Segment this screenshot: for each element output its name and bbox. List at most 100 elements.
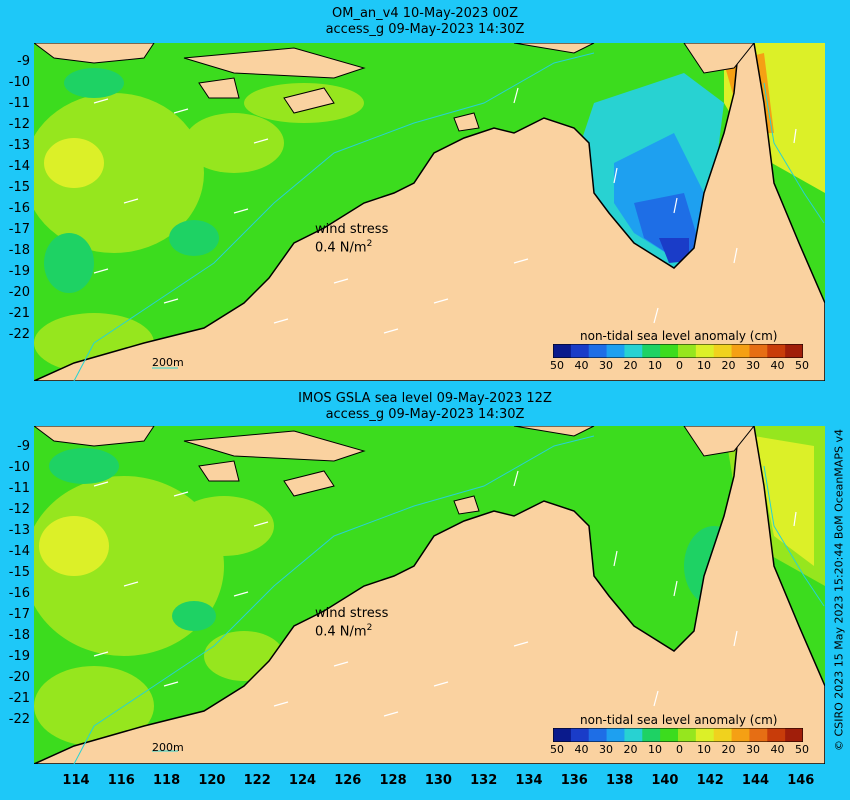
x-tick-label: 140: [651, 773, 679, 788]
y-tick-label: -11: [8, 481, 30, 496]
colorbar-swatch: [624, 728, 643, 742]
wind-arrows: [93, 87, 797, 334]
x-tick-label: 118: [153, 773, 181, 788]
y-tick-label: -21: [8, 306, 30, 321]
colorbar-swatch: [678, 728, 697, 742]
anomaly-patch: [49, 448, 119, 484]
colorbar-tick-label: 0: [676, 359, 683, 372]
anomaly-patch: [34, 666, 154, 746]
australia-landmass: [34, 426, 825, 764]
colorbar-swatch: [695, 728, 715, 742]
bottom-panel-title-2: access_g 09-May-2023 14:30Z: [325, 407, 525, 422]
top-map-panel: [34, 43, 825, 381]
colorbar-swatch: [695, 344, 715, 358]
y-tick-label: -17: [8, 222, 30, 237]
anomaly-patch: [34, 93, 204, 253]
colorbar-tick-label: 0: [676, 743, 683, 756]
island: [198, 460, 240, 482]
isobath-200m: [763, 465, 825, 607]
colorbar-swatch: [570, 728, 590, 742]
anomaly-patch: [64, 68, 124, 98]
colorbar-swatch: [606, 728, 625, 742]
colorbar-tick-label: 50: [550, 743, 564, 756]
anomaly-patch: [44, 138, 104, 188]
y-tick-label: -17: [8, 607, 30, 622]
colorbar-swatch: [606, 344, 625, 358]
colorbar-swatch: [731, 728, 750, 742]
anomaly-patch: [172, 601, 216, 631]
y-tick-label: -12: [8, 502, 30, 517]
y-tick-label: -16: [8, 586, 30, 601]
colorbar-tick-label: 30: [746, 359, 760, 372]
y-tick-label: -12: [8, 117, 30, 132]
island: [283, 87, 335, 114]
colorbar-tick-label: 40: [770, 359, 785, 372]
island: [283, 470, 335, 497]
gulf-anomaly: [659, 238, 689, 263]
y-tick-label: -14: [8, 544, 30, 559]
colorbar-tick-label: 50: [550, 359, 564, 372]
wind-stress-legend-bottom: wind stress 0.4 N/m2: [315, 606, 388, 639]
island: [513, 43, 595, 54]
wind-stress-label: wind stress: [315, 222, 389, 237]
colorbar-tick-label: 20: [721, 743, 736, 756]
island: [683, 426, 755, 457]
y-tick-label: -15: [8, 180, 30, 195]
x-tick-label: 128: [379, 773, 407, 788]
colorbar-tick-label: 30: [599, 359, 613, 372]
island: [198, 77, 240, 99]
y-tick-label: -11: [8, 96, 30, 111]
isobath-200m: [763, 82, 825, 224]
anomaly-patch: [174, 496, 274, 556]
y-tick-label: -19: [8, 264, 30, 279]
y-tick-label: -13: [8, 138, 30, 153]
bottom-map-panel: [34, 426, 825, 764]
colorbar-swatch: [767, 728, 786, 742]
anomaly-patch: [44, 233, 94, 293]
island: [453, 495, 480, 515]
colorbar-swatch: [713, 728, 733, 742]
colorbar-swatch: [660, 728, 679, 742]
australia-landmass: [34, 43, 825, 381]
colorbar-swatch: [785, 728, 803, 742]
colorbar-tick-label: 40: [574, 743, 589, 756]
island: [34, 43, 155, 64]
bottom-panel-title-1: IMOS GSLA sea level 09-May-2023 12Z: [298, 391, 552, 406]
y-tick-label: -20: [8, 285, 30, 300]
colorbar-swatch: [588, 728, 608, 742]
scale-label-top: 200m: [152, 356, 184, 369]
colorbar-swatch: [713, 344, 733, 358]
colorbar-tick-label: 10: [648, 359, 662, 372]
wind-arrows: [93, 470, 797, 717]
y-tick-label: -13: [8, 523, 30, 538]
colorbar-swatch: [553, 728, 572, 742]
colorbar-swatch: [731, 344, 750, 358]
x-tick-label: 138: [606, 773, 634, 788]
colorbar-title: non-tidal sea level anomaly (cm): [580, 329, 778, 343]
wind-stress-label: wind stress: [315, 606, 389, 621]
colorbar-swatch: [678, 344, 697, 358]
anomaly-patch: [184, 113, 284, 173]
isobath-200m: [73, 52, 595, 381]
colorbar-tick-label: 50: [795, 743, 809, 756]
colorbar-swatch: [624, 344, 643, 358]
island: [34, 426, 155, 447]
island: [453, 112, 480, 132]
top-panel-title-1: OM_an_v4 10-May-2023 00Z: [332, 6, 518, 21]
y-tick-label: -15: [8, 565, 30, 580]
credit-text: © CSIRO 2023 15 May 2023 15:20:44 BoM Oc…: [832, 429, 846, 751]
colorbar-tick-label: 10: [697, 359, 711, 372]
colorbar-swatch: [767, 344, 786, 358]
colorbar-swatch: [749, 344, 768, 358]
colorbar-swatch: [553, 344, 572, 358]
colorbar-tick-label: 50: [795, 359, 809, 372]
x-tick-label: 126: [334, 773, 362, 788]
y-tick-label: -9: [17, 54, 30, 69]
x-tick-label: 130: [424, 773, 452, 788]
island: [183, 430, 366, 462]
y-tick-label: -20: [8, 670, 30, 685]
colorbar-tick-label: 20: [623, 743, 638, 756]
y-tick-label: -9: [17, 439, 30, 454]
x-tick-label: 146: [787, 773, 815, 788]
colorbar-tick-label: 30: [599, 743, 613, 756]
